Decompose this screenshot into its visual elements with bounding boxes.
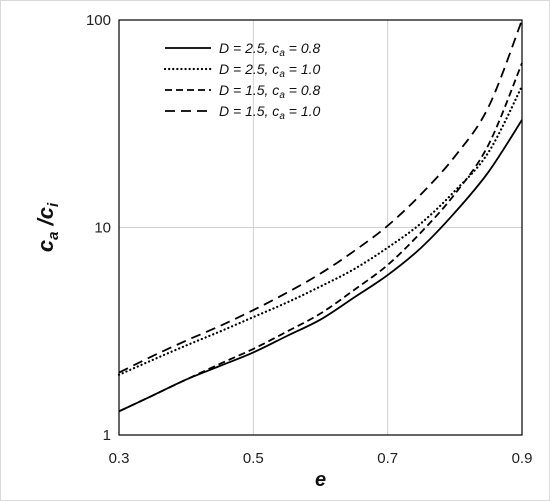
series-line-3 xyxy=(118,19,523,374)
x-tick-label-1: 0.5 xyxy=(243,450,264,467)
legend-label-0-main: D = 2.5, c xyxy=(219,40,279,56)
legend-label-2-value: = 0.8 xyxy=(285,82,321,98)
legend-label-1-value: = 1.0 xyxy=(285,61,321,77)
x-axis-label: e xyxy=(315,469,326,491)
y-tick-label-1: 10 xyxy=(94,220,111,237)
legend-label-2: D = 1.5, ca = 0.8 xyxy=(219,82,321,101)
legend-label-2-sub: a xyxy=(279,90,285,101)
y-label-c2: c xyxy=(33,207,58,219)
y-axis-label: ca /ci xyxy=(33,202,62,252)
legend-label-0-value: = 0.8 xyxy=(285,40,321,56)
series-line-1 xyxy=(117,85,524,376)
y-label-sub-a: a xyxy=(45,232,62,240)
legend-label-3-sub: a xyxy=(279,111,285,122)
x-tick-label-0: 0.3 xyxy=(109,450,130,467)
legend-label-3-main: D = 1.5, c xyxy=(219,103,279,119)
legend-label-0: D = 2.5, ca = 0.8 xyxy=(219,40,321,59)
y-label-c1: c xyxy=(33,240,58,252)
x-tick-label-2: 0.7 xyxy=(377,450,398,467)
y-tick-label-0: 1 xyxy=(103,427,111,444)
series-line-2 xyxy=(118,62,523,413)
series-lines xyxy=(117,19,524,413)
legend-label-2-main: D = 1.5, c xyxy=(219,82,279,98)
series-line-0 xyxy=(118,119,523,413)
tick-labels: 0.3 0.5 0.7 0.9 1 10 100 xyxy=(86,12,532,467)
legend-label-1-sub: a xyxy=(279,69,285,80)
y-tick-label-2: 100 xyxy=(86,12,111,29)
y-label-sub-i: i xyxy=(45,202,62,207)
legend-label-1: D = 2.5, ca = 1.0 xyxy=(219,61,321,80)
legend: D = 2.5, ca = 0.8D = 2.5, ca = 1.0D = 1.… xyxy=(163,40,321,122)
legend-label-1-main: D = 2.5, c xyxy=(219,61,279,77)
legend-label-0-sub: a xyxy=(279,48,285,59)
legend-label-3-value: = 1.0 xyxy=(285,103,321,119)
legend-label-3: D = 1.5, ca = 1.0 xyxy=(219,103,321,122)
x-tick-label-3: 0.9 xyxy=(512,450,533,467)
grid xyxy=(118,19,523,436)
plot-area xyxy=(118,19,523,436)
y-label-slash: / xyxy=(33,216,58,231)
